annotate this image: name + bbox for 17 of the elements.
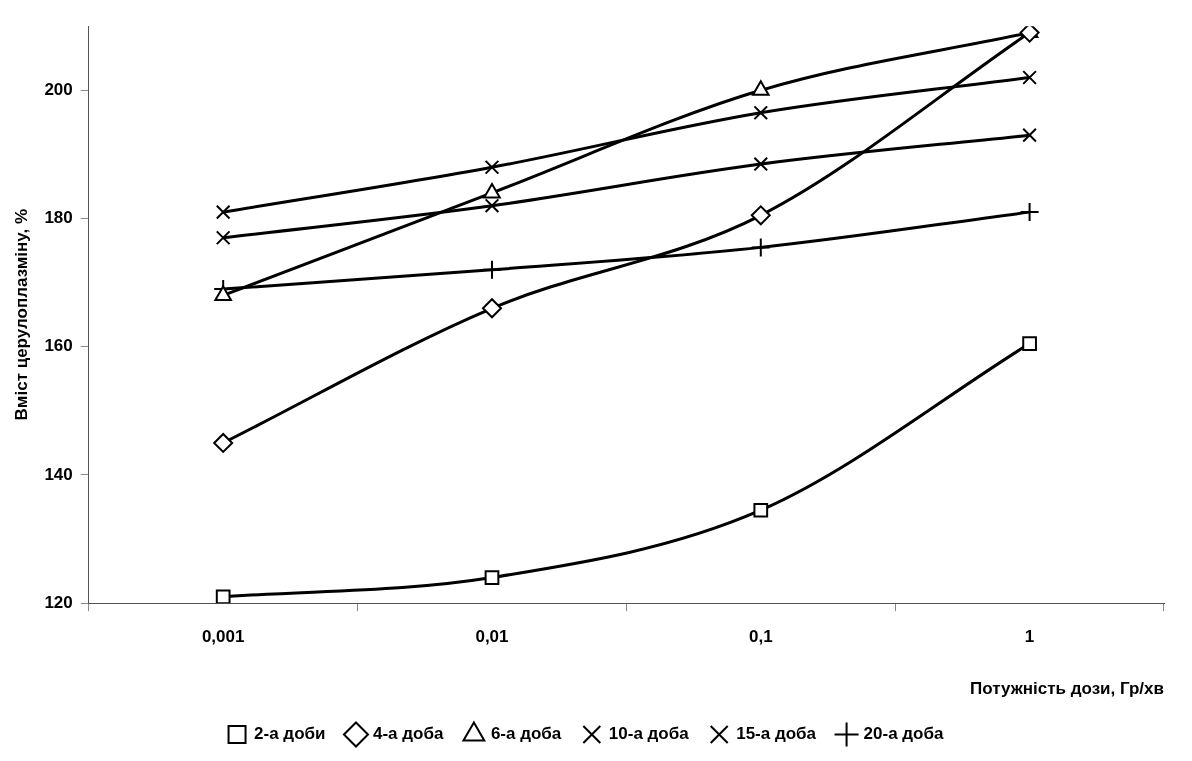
- legend-label: 15-а доба: [736, 724, 817, 744]
- y-tick-label: 120: [44, 592, 73, 612]
- legend-label: 10-а доба: [608, 724, 690, 744]
- legend-label: 20-а доба: [863, 724, 944, 744]
- x-tick-label: 1: [1024, 627, 1035, 647]
- x-tick-label: 0,01: [475, 627, 509, 647]
- y-tick-label: 140: [44, 464, 73, 484]
- x-tick-label: 0,001: [201, 627, 245, 647]
- y-tick-label: 180: [44, 208, 73, 228]
- x-axis-title: Потужність дози, Гр/хв: [970, 679, 1164, 699]
- legend-label: 4-а доба: [372, 724, 444, 744]
- y-tick-label: 160: [44, 336, 73, 356]
- y-tick-label: 200: [44, 80, 73, 99]
- x-tick-label: 0,1: [748, 627, 773, 647]
- legend-label: 2-а доби: [254, 724, 326, 744]
- y-axis-title: Вміст церулоплазміну, %: [11, 209, 31, 421]
- legend-label: 6-а доба: [490, 724, 562, 744]
